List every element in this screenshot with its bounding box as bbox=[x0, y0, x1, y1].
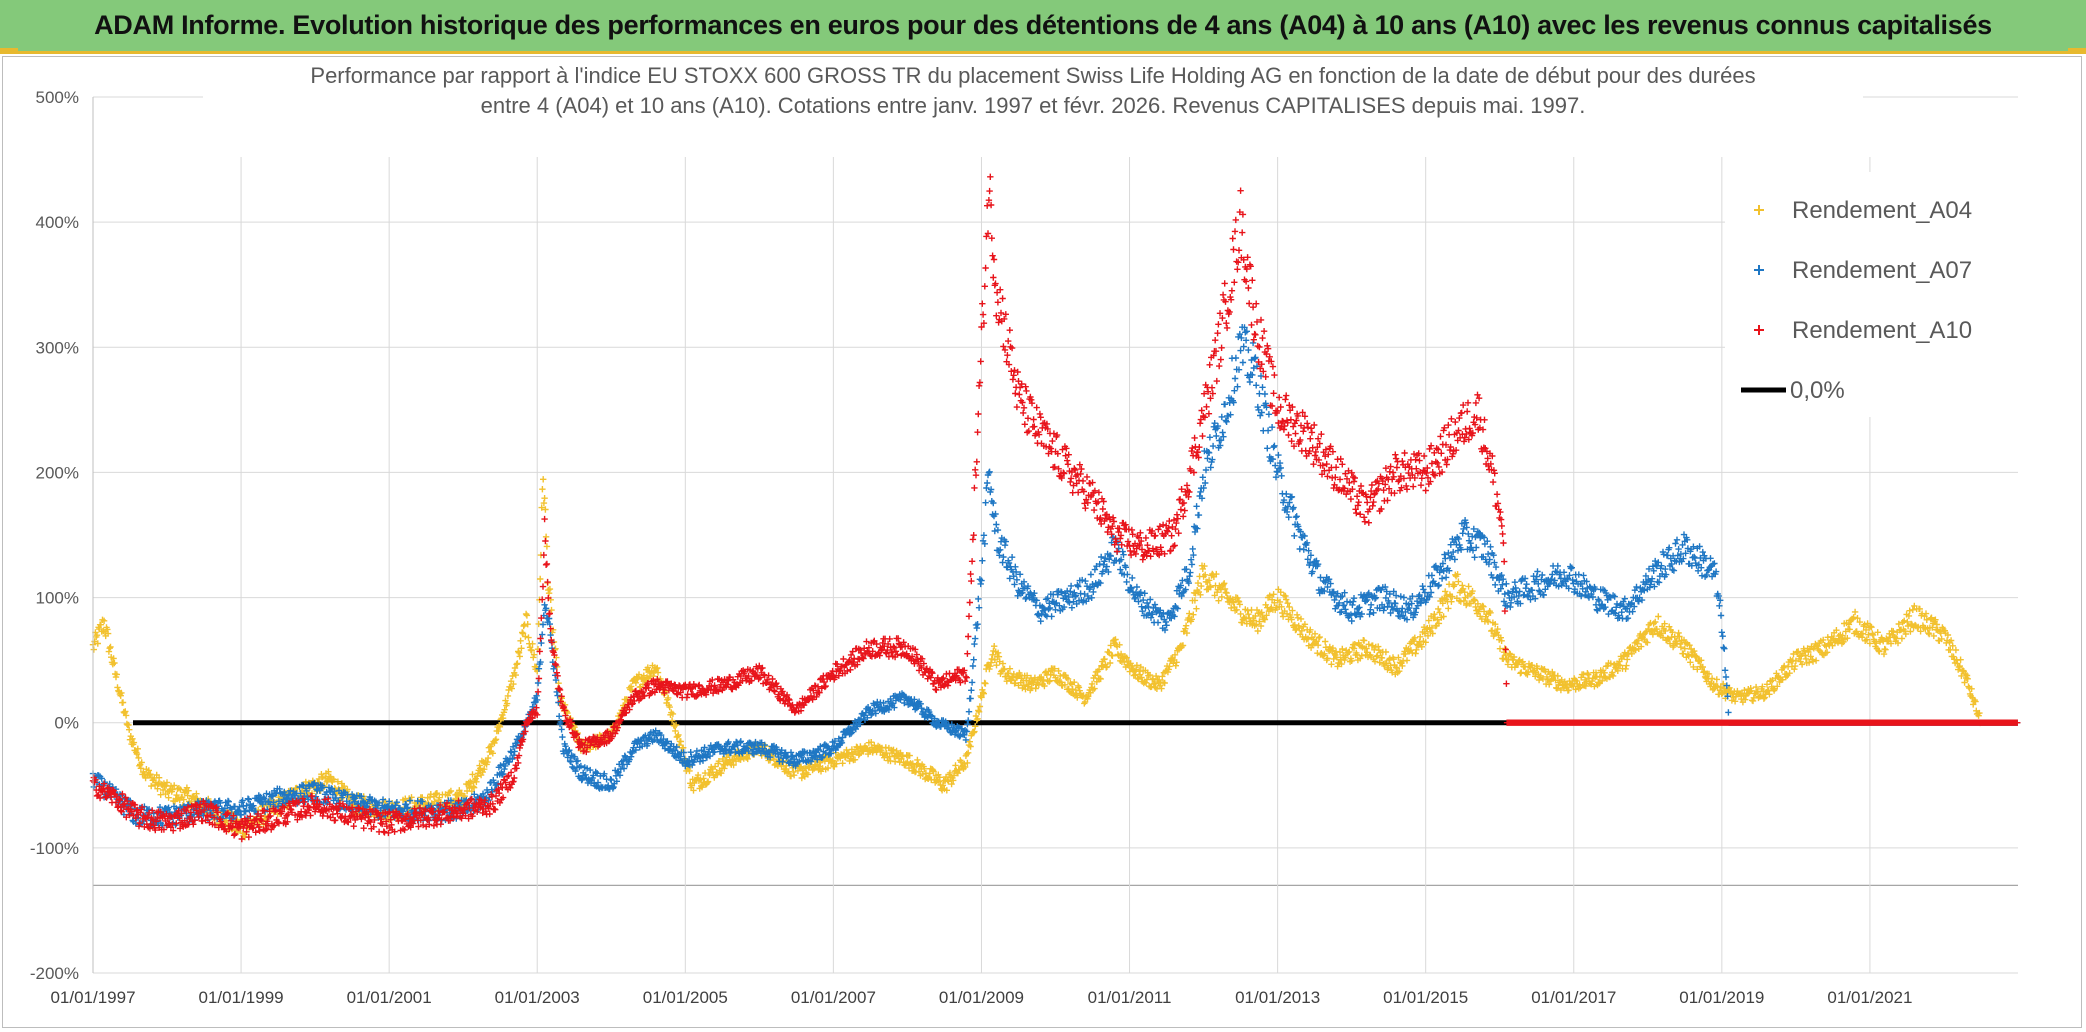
banner-corner-left bbox=[0, 48, 18, 53]
x-tick-label: 01/01/2005 bbox=[643, 988, 728, 1007]
legend-marker bbox=[1754, 205, 1764, 215]
x-tick-label: 01/01/2021 bbox=[1827, 988, 1912, 1007]
series-markers-Rendement_A04 bbox=[89, 476, 2021, 841]
x-tick-label: 01/01/2003 bbox=[495, 988, 580, 1007]
series-Rendement_A04 bbox=[89, 476, 2021, 841]
y-tick-label: -200% bbox=[30, 964, 79, 983]
x-tick-label: 01/01/2019 bbox=[1679, 988, 1764, 1007]
performance-chart: -200% -100% 0% 100% 200% 300% 400% 500% 01/01/19… bbox=[30, 57, 2025, 1007]
legend-marker bbox=[1754, 325, 1764, 335]
y-tick-label: 500% bbox=[36, 88, 79, 107]
report-title: ADAM Informe. Evolution historique des p… bbox=[94, 10, 1992, 40]
y-tick-label: 0% bbox=[54, 714, 79, 733]
y-tick-label: 300% bbox=[36, 338, 79, 357]
x-tick-label: 01/01/2011 bbox=[1088, 988, 1172, 1007]
legend-item-Rendement_A10: Rendement_A10 bbox=[1754, 317, 1972, 344]
x-tick-label: 01/01/1997 bbox=[50, 988, 135, 1007]
chart-title-line-2: entre 4 (A04) et 10 ans (A10). Cotations… bbox=[481, 93, 1586, 118]
banner-corner-right bbox=[2068, 48, 2086, 53]
legend-label: Rendement_A10 bbox=[1792, 317, 1972, 344]
x-tick-label: 01/01/2015 bbox=[1383, 988, 1468, 1007]
gridlines bbox=[92, 96, 2018, 974]
x-tick-label: 01/01/2001 bbox=[347, 988, 432, 1007]
chart-title-line-1: Performance par rapport à l'indice EU ST… bbox=[310, 63, 1755, 88]
legend-box bbox=[1725, 172, 2025, 417]
chart-title: Performance par rapport à l'indice EU ST… bbox=[203, 57, 1863, 119]
y-tick-label: 100% bbox=[36, 589, 79, 608]
legend-item-zero-line: 0,0% bbox=[1741, 377, 1845, 404]
x-tick-label: 01/01/2009 bbox=[939, 988, 1024, 1007]
y-tick-label: 400% bbox=[36, 213, 79, 232]
x-tick-label: 01/01/2017 bbox=[1531, 988, 1616, 1007]
legend-label: Rendement_A07 bbox=[1792, 257, 1972, 284]
y-tick-label: -100% bbox=[30, 839, 79, 858]
legend-marker bbox=[1754, 265, 1764, 275]
legend-label: Rendement_A04 bbox=[1792, 197, 1972, 224]
y-tick-label: 200% bbox=[36, 463, 79, 482]
x-tick-label: 01/01/2013 bbox=[1235, 988, 1320, 1007]
x-tick-label: 01/01/1999 bbox=[199, 988, 284, 1007]
x-tick-label: 01/01/2007 bbox=[791, 988, 876, 1007]
legend: Rendement_A04 Rendement_A07 Rendement_A10 0… bbox=[1725, 172, 2025, 417]
chart-area: -200% -100% 0% 100% 200% 300% 400% 500% 01/01/19… bbox=[2, 56, 2082, 1028]
axes: -200% -100% 0% 100% 200% 300% 400% 500% 01/01/19… bbox=[30, 88, 1913, 1007]
report-banner: ADAM Informe. Evolution historique des p… bbox=[0, 0, 2086, 54]
title-background bbox=[203, 57, 1863, 119]
legend-item-Rendement_A07: Rendement_A07 bbox=[1754, 257, 1972, 284]
legend-label: 0,0% bbox=[1790, 377, 1845, 404]
legend-item-Rendement_A04: Rendement_A04 bbox=[1754, 197, 1972, 224]
